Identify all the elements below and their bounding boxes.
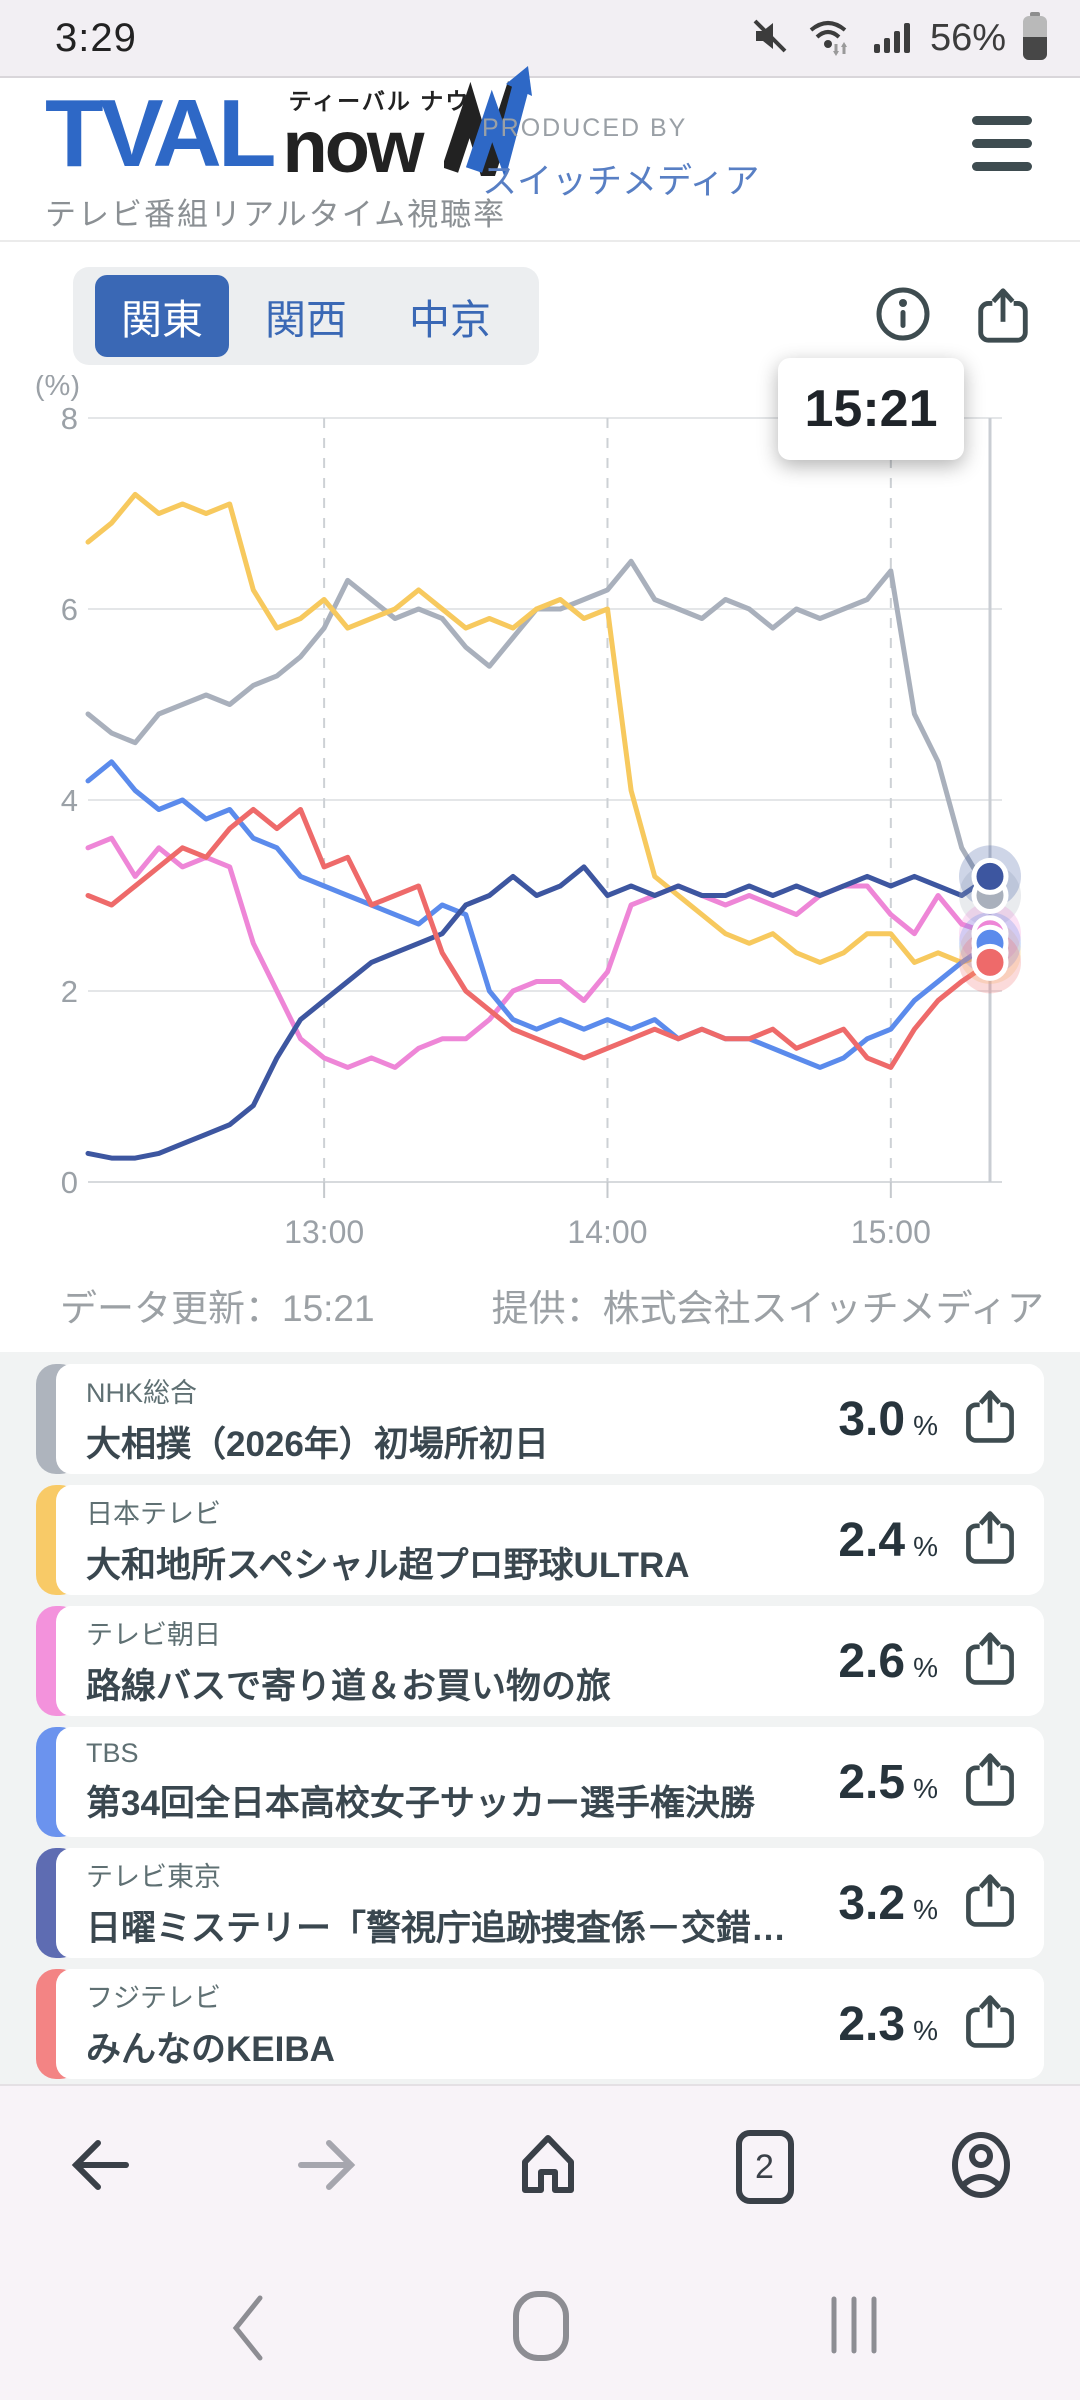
svg-text:15:00: 15:00 xyxy=(851,1214,931,1250)
rising-arrow-icon xyxy=(442,65,536,199)
logo-now-text: now xyxy=(282,105,425,188)
rating-number: 3.2 xyxy=(838,1876,906,1930)
rating-unit: % xyxy=(913,2014,938,2046)
svg-text:6: 6 xyxy=(61,592,78,627)
signal-icon xyxy=(870,14,916,63)
program-card[interactable]: NHK総合 大相撲（2026年）初場所初日 3.0 % xyxy=(36,1364,1044,1474)
program-title: みんなのKEIBA xyxy=(86,2030,335,2069)
rating-value: 3.0 % xyxy=(838,1392,938,1447)
station-name: TBS xyxy=(86,1738,139,1768)
chart-footer: データ更新：15:21 提供：株式会社スイッチメディア xyxy=(0,1278,1080,1332)
region-tab-0[interactable]: 関東 xyxy=(95,275,229,357)
rating-number: 3.0 xyxy=(838,1392,906,1446)
svg-text:0: 0 xyxy=(61,1165,78,1200)
rating-value: 2.4 % xyxy=(838,1513,938,1568)
status-icons: 56% xyxy=(748,10,1050,67)
program-list: NHK総合 大相撲（2026年）初場所初日 3.0 % 日本テレビ 大和地所スペ… xyxy=(0,1352,1080,2084)
rating-value: 2.3 % xyxy=(838,1997,938,2052)
station-name: 日本テレビ xyxy=(86,1499,221,1529)
share-icon[interactable] xyxy=(960,1508,1020,1573)
menu-icon[interactable] xyxy=(972,116,1032,185)
rating-value: 2.5 % xyxy=(838,1755,938,1810)
producer-link[interactable]: スイッチメディア xyxy=(482,162,760,201)
battery-percent: 56% xyxy=(929,16,1006,59)
rating-unit: % xyxy=(913,1651,938,1683)
nav-back-icon[interactable] xyxy=(226,2292,270,2364)
share-icon[interactable] xyxy=(960,1629,1020,1694)
home-icon[interactable] xyxy=(515,2130,581,2205)
share-icon[interactable] xyxy=(960,1871,1020,1936)
nav-home-icon[interactable] xyxy=(512,2290,570,2362)
rating-unit: % xyxy=(913,1772,938,1804)
program-title: 第34回全日本高校女子サッカー選手権決勝 xyxy=(86,1784,755,1823)
profile-icon[interactable] xyxy=(948,2130,1014,2205)
rating-number: 2.5 xyxy=(838,1755,906,1809)
share-icon[interactable] xyxy=(960,1387,1020,1452)
logo-furigana: ティーバル ナウ xyxy=(288,88,471,114)
region-tab-bar: 関東 関西 中京 xyxy=(73,267,539,365)
program-card[interactable]: テレビ朝日 路線バスで寄り道＆お買い物の旅 2.6 % xyxy=(36,1606,1044,1716)
chart-tools xyxy=(874,285,1034,352)
tvalnow-logo[interactable]: TVAL ティーバル ナウ now テレビ番組リアルタイム視聴率 xyxy=(45,65,533,234)
bottom-bars: 2 xyxy=(0,2084,1080,2400)
battery-icon xyxy=(1020,10,1050,67)
share-icon[interactable] xyxy=(960,1750,1020,1815)
svg-text:8: 8 xyxy=(61,401,78,436)
region-tab-1[interactable]: 関西 xyxy=(265,297,347,343)
svg-text:2: 2 xyxy=(61,974,78,1009)
provider-label: 提供：株式会社スイッチメディア xyxy=(491,1288,1044,1329)
share-icon[interactable] xyxy=(972,285,1034,352)
program-title: 大和地所スペシャル超プロ野球ULTRA xyxy=(86,1546,690,1585)
rating-unit: % xyxy=(913,1530,938,1562)
rating-value: 2.6 % xyxy=(838,1634,938,1689)
tooltip-time: 15:21 xyxy=(804,380,938,438)
back-icon[interactable] xyxy=(66,2133,136,2202)
program-title: 大相撲（2026年）初場所初日 xyxy=(86,1425,549,1464)
station-name: テレビ東京 xyxy=(86,1862,221,1892)
produced-by-label: PRODUCED BY xyxy=(482,114,688,142)
info-icon[interactable] xyxy=(874,285,932,352)
program-title: 路線バスで寄り道＆お買い物の旅 xyxy=(86,1667,612,1706)
share-icon[interactable] xyxy=(960,1992,1020,2057)
system-nav-bar xyxy=(0,2282,1080,2372)
logo-tval-text: TVAL xyxy=(45,79,277,187)
station-name: NHK総合 xyxy=(86,1378,198,1408)
svg-text:14:00: 14:00 xyxy=(567,1214,647,1250)
program-title: 日曜ミステリー「警視庁追跡捜査係－交錯… xyxy=(86,1909,787,1948)
produced-by-block: PRODUCED BY スイッチメディア xyxy=(482,114,760,204)
svg-text:(%): (%) xyxy=(35,375,80,402)
region-tab-2[interactable]: 中京 xyxy=(409,297,491,343)
ratings-line-chart[interactable]: 8 6 4 2 0 (%) 13:00 14:00 15:00 xyxy=(0,375,1080,1275)
chart-tooltip: 15:21 xyxy=(778,358,964,460)
program-card[interactable]: TBS 第34回全日本高校女子サッカー選手権決勝 2.5 % xyxy=(36,1727,1044,1837)
mute-icon xyxy=(748,14,792,63)
rating-unit: % xyxy=(913,1893,938,1925)
rating-number: 2.4 xyxy=(838,1513,906,1567)
forward-icon[interactable] xyxy=(291,2133,361,2202)
browser-toolbar: 2 xyxy=(0,2122,1080,2212)
nav-recents-icon[interactable] xyxy=(826,2294,882,2356)
svg-text:13:00: 13:00 xyxy=(284,1214,364,1250)
tabs-icon[interactable]: 2 xyxy=(735,2130,794,2204)
svg-text:4: 4 xyxy=(61,783,78,818)
rating-unit: % xyxy=(913,1409,938,1441)
clock: 3:29 xyxy=(55,15,137,60)
logo-tagline: テレビ番組リアルタイム視聴率 xyxy=(45,196,507,232)
program-card[interactable]: テレビ東京 日曜ミステリー「警視庁追跡捜査係－交錯… 3.2 % xyxy=(36,1848,1044,1958)
rating-number: 2.6 xyxy=(838,1634,906,1688)
wifi-icon xyxy=(806,14,856,63)
app-header: TVAL ティーバル ナウ now テレビ番組リアルタイム視聴率 PRODUCE… xyxy=(0,65,1080,242)
station-name: フジテレビ xyxy=(86,1983,221,2013)
rating-value: 3.2 % xyxy=(838,1876,938,1931)
status-bar: 3:29 56% xyxy=(0,0,1080,78)
station-name: テレビ朝日 xyxy=(86,1620,221,1650)
rating-number: 2.3 xyxy=(838,1997,906,2051)
program-card[interactable]: フジテレビ みんなのKEIBA 2.3 % xyxy=(36,1969,1044,2079)
data-updated-label: データ更新：15:21 xyxy=(60,1288,375,1329)
program-card[interactable]: 日本テレビ 大和地所スペシャル超プロ野球ULTRA 2.4 % xyxy=(36,1485,1044,1595)
tab-count: 2 xyxy=(755,2147,774,2186)
